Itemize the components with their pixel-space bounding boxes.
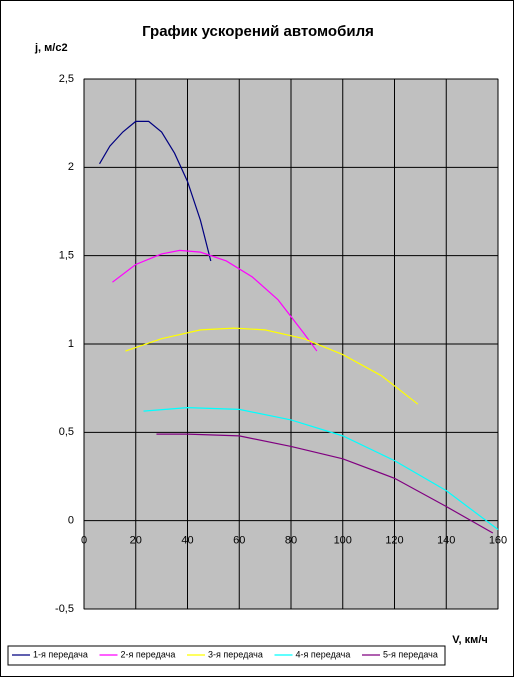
y-axis-label: j, м/с2: [34, 42, 68, 54]
legend-label: 2-я передача: [121, 649, 176, 659]
x-axis-label: V, км/ч: [452, 634, 488, 646]
y-tick-label: 2: [68, 161, 74, 173]
y-tick-label: 1,5: [59, 250, 74, 262]
legend-label: 3-я передача: [208, 649, 263, 659]
series-line: [99, 120, 212, 262]
legend-label: 5-я передача: [383, 649, 438, 659]
series-line: [125, 327, 419, 405]
legend-label: 1-я передача: [33, 649, 88, 659]
y-tick-label: -0,5: [55, 603, 74, 615]
legend-label: 4-я передача: [296, 649, 351, 659]
series-line: [143, 406, 499, 530]
y-tick-label: 1: [68, 338, 74, 350]
y-tick-label: 2,5: [59, 73, 74, 85]
series-line: [112, 249, 318, 352]
y-tick-label: 0: [68, 515, 74, 527]
series-line: [156, 433, 494, 534]
y-tick-label: 0,5: [59, 426, 74, 438]
chart-title: График ускорений автомобиля: [142, 23, 374, 40]
legend-box: [7, 645, 446, 666]
